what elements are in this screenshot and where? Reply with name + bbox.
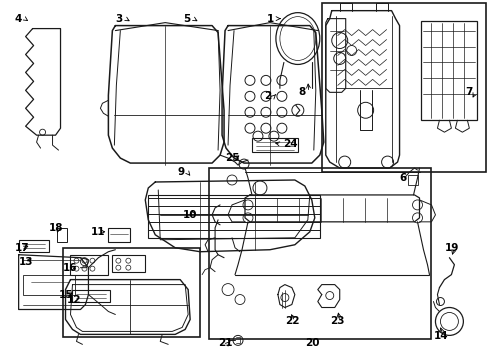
Bar xyxy=(70,255,108,275)
Bar xyxy=(62,248,200,337)
Text: 21: 21 xyxy=(218,338,232,348)
Text: 10: 10 xyxy=(183,210,197,220)
Text: 23: 23 xyxy=(329,316,344,327)
Text: 19: 19 xyxy=(444,243,458,253)
Bar xyxy=(19,240,48,252)
Text: 2: 2 xyxy=(264,91,271,101)
Text: 4: 4 xyxy=(15,14,22,24)
Text: 16: 16 xyxy=(62,263,77,273)
Text: 13: 13 xyxy=(19,257,33,267)
Bar xyxy=(57,228,66,242)
Text: 6: 6 xyxy=(399,173,406,183)
Bar xyxy=(148,195,319,238)
Text: 3: 3 xyxy=(115,14,122,24)
Text: 22: 22 xyxy=(285,316,299,327)
Text: 9: 9 xyxy=(177,167,184,177)
Text: 25: 25 xyxy=(224,153,239,163)
Bar xyxy=(251,138,297,152)
Text: 12: 12 xyxy=(66,294,81,305)
Bar xyxy=(407,175,417,185)
Bar xyxy=(72,289,110,302)
Bar xyxy=(22,275,75,294)
Text: 14: 14 xyxy=(432,332,447,341)
Bar xyxy=(112,255,145,272)
Text: 7: 7 xyxy=(465,87,472,97)
Bar xyxy=(209,168,430,339)
Bar xyxy=(108,228,130,242)
Bar xyxy=(421,21,476,120)
Text: 20: 20 xyxy=(304,338,319,348)
Text: 11: 11 xyxy=(90,227,105,237)
Text: 8: 8 xyxy=(298,87,305,97)
Text: 5: 5 xyxy=(183,14,190,24)
Text: 1: 1 xyxy=(266,14,274,24)
Text: 24: 24 xyxy=(283,139,297,149)
Text: 18: 18 xyxy=(48,223,63,233)
Bar xyxy=(321,3,486,172)
Text: 15: 15 xyxy=(59,289,73,300)
Text: 17: 17 xyxy=(15,243,29,253)
